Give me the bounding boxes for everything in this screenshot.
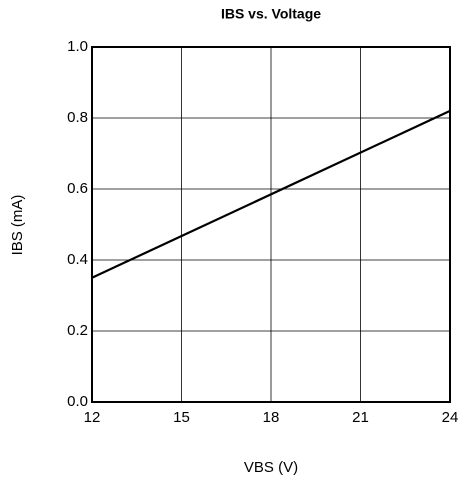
x-axis-label: VBS (V) — [244, 459, 298, 476]
y-axis-label: IBS (mA) — [9, 195, 26, 256]
y-tick-label: 0.2 — [67, 322, 88, 339]
plot-frame — [91, 46, 451, 403]
y-tick-label: 0.6 — [67, 180, 88, 197]
y-tick-label: 0.0 — [67, 393, 88, 410]
chart-title: IBS vs. Voltage — [221, 6, 321, 22]
x-tick-label: 24 — [442, 409, 459, 426]
x-tick-label: 18 — [263, 409, 280, 426]
x-tick-label: 21 — [352, 409, 369, 426]
x-tick-label: 12 — [84, 409, 101, 426]
y-tick-label: 0.8 — [67, 109, 88, 126]
x-tick-label: 15 — [173, 409, 190, 426]
y-tick-label: 0.4 — [67, 251, 88, 268]
data-line — [91, 109, 451, 279]
y-tick-label: 1.0 — [67, 38, 88, 55]
